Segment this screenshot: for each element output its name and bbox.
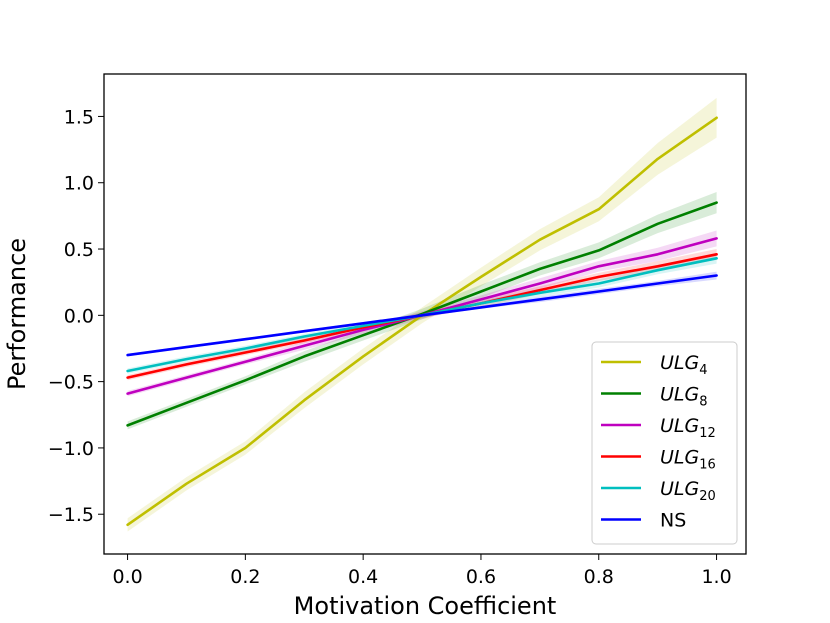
legend-label-ns: NS [660,510,686,532]
x-tick-label: 1.0 [701,566,731,588]
legend-label-ulg16: ULG16 [660,447,716,473]
legend-label-ulg20: ULG20 [660,478,716,504]
y-tick-label: 1.0 [64,173,94,195]
legend-label-ulg12: ULG12 [660,415,716,441]
y-axis: −1.5 −1.0 −0.5 0.0 0.5 1.0 1.5 [48,106,104,526]
y-axis-title: Performance [3,238,31,390]
series-line-ns [126,274,718,357]
x-tick-label: 0.2 [230,566,260,588]
y-tick-label: −1.5 [48,504,94,526]
y-tick-label: −0.5 [48,372,94,394]
x-tick-label: 0.6 [466,566,496,588]
x-axis: 0.0 0.2 0.4 0.6 0.8 1.0 [112,554,732,588]
y-tick-label: 0.0 [64,305,94,327]
y-tick-label: 1.5 [64,106,94,128]
legend-label-ulg4: ULG4 [660,352,708,378]
legend: ULG4 ULG8 ULG12 ULG16 ULG20 NS [591,341,738,545]
plot-frame [103,73,747,555]
band-ulg8 [127,192,717,430]
y-tick-label: 0.5 [64,239,94,261]
x-tick-label: 0.0 [112,566,142,588]
x-tick-label: 0.8 [584,566,614,588]
x-tick-label: 0.4 [348,566,378,588]
y-tick-label: −1.0 [48,438,94,460]
legend-label-ulg8: ULG8 [660,384,708,410]
x-axis-title: Motivation Coefficient [294,592,557,620]
series-lines [126,116,718,527]
